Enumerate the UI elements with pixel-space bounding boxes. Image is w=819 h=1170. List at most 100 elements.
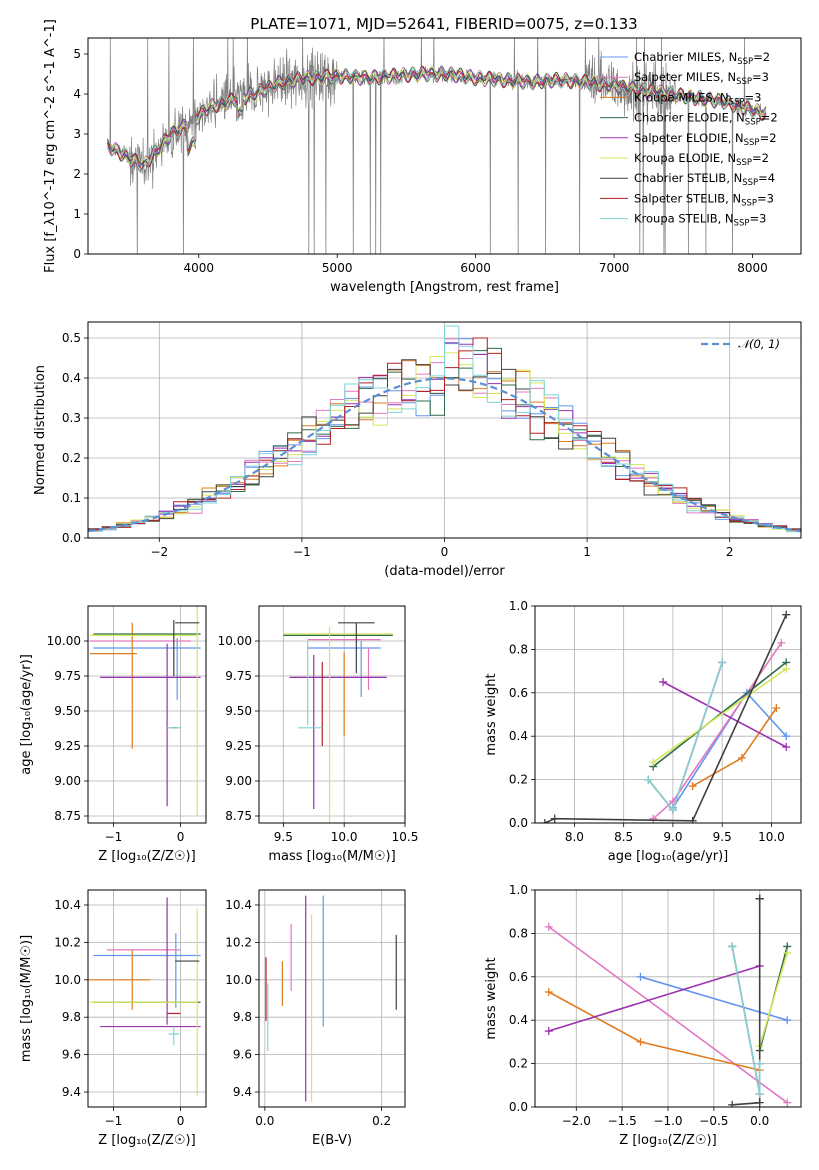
- x-axis-label: Z [log₁₀(Z/Z☉)]: [619, 1133, 716, 1148]
- plot-area: [265, 895, 397, 1102]
- grid: [535, 889, 801, 1108]
- panel-residuals: −2 −1 0 1 2 0.0 0.1 0.2 0.3 0.4 0.5 (data-model)/er…: [33, 321, 802, 579]
- x-tick-label: 8000: [737, 261, 768, 275]
- x-tick-label: 10.5: [392, 830, 419, 844]
- axes: 0.0 0.2 9.4 9.6 9.8 10.0 10.2 10.4 E(B-V): [225, 889, 406, 1148]
- plot-area: [540, 610, 791, 823]
- plot-area: [88, 897, 201, 1096]
- y-tick-label: 0.6: [509, 970, 528, 984]
- mass-weight-marker: [550, 814, 559, 823]
- mass-weight-marker: [782, 610, 791, 619]
- axes: −2.0 −1.5 −1.0 −0.5 0.0 0.0 0.2 0.4 0.6 0.8 1.0 Z […: [484, 883, 802, 1148]
- axes: 4000 5000 6000 7000 8000 0 1 2 3 4 5 wavelength [An…: [43, 19, 802, 295]
- legend: 𝒩(0, 1): [701, 337, 780, 351]
- x-tick-label: 9.5: [274, 830, 293, 844]
- legend-label: Salpeter ELODIE, NSSP=2: [634, 131, 777, 148]
- y-tick-label: 10.4: [54, 898, 81, 912]
- x-tick-label: 0.0: [255, 1114, 274, 1128]
- y-axis-label: mass weight: [484, 957, 499, 1039]
- panel-massweight_vs_age: 8.0 8.5 9.0 9.5 10.0 0.0 0.2 0.4 0.6 0.8 1.0 age [l…: [484, 599, 802, 864]
- axes: 8.0 8.5 9.0 9.5 10.0 0.0 0.2 0.4 0.6 0.8 1.0 age [l…: [484, 599, 802, 864]
- x-tick-label: 0: [177, 830, 185, 844]
- legend-label: Salpeter STELIB, NSSP=3: [634, 191, 774, 208]
- y-tick-label: 8.75: [54, 809, 81, 823]
- plot-area: [544, 894, 792, 1107]
- legend: Chabrier MILES, NSSP=2 Salpeter MILES, NS…: [600, 50, 778, 229]
- x-axis-label: E(B-V): [312, 1133, 352, 1148]
- x-tick-label: −1.0: [653, 1114, 682, 1128]
- y-axis-label: Normed distribution: [33, 365, 48, 495]
- mass-weight-marker: [755, 1089, 764, 1098]
- x-axis-label: Z [log₁₀(Z/Z☉)]: [98, 1133, 195, 1148]
- mass-weight-marker: [783, 1016, 792, 1025]
- y-tick-label: 1.0: [509, 883, 528, 897]
- y-tick-label: 9.4: [62, 1085, 81, 1099]
- mass-weight-marker: [728, 942, 737, 951]
- x-axis-label: (data-model)/error: [384, 564, 505, 579]
- y-tick-label: 10.4: [225, 898, 252, 912]
- mass-weight-marker: [718, 658, 727, 667]
- y-tick-label: 9.25: [54, 739, 81, 753]
- axes-frame: [534, 605, 802, 824]
- y-tick-label: 0.4: [509, 1013, 528, 1027]
- mass-weight-marker: [782, 664, 791, 673]
- grid: [259, 890, 405, 1107]
- spectrum-model-line: [106, 66, 767, 173]
- legend-label: Chabrier ELODIE, NSSP=2: [634, 111, 778, 128]
- y-tick-label: 0.4: [509, 729, 528, 743]
- x-tick-label: 9.5: [713, 830, 732, 844]
- x-tick-label: 4000: [183, 261, 214, 275]
- mass-weight-line: [652, 661, 787, 768]
- mass-weight-marker: [783, 948, 792, 957]
- axes-frame: [87, 889, 207, 1108]
- mass-weight-marker: [728, 1100, 737, 1107]
- axes: −1 0 9.4 9.6 9.8 10.0 10.2 10.4 Z [log₁₀(Z/Z☉)] m…: [19, 889, 207, 1148]
- y-tick-label: 9.6: [233, 1048, 252, 1062]
- y-tick-label: 9.25: [225, 739, 252, 753]
- y-tick-label: 9.8: [233, 1010, 252, 1024]
- y-tick-label: 0.0: [509, 1100, 528, 1114]
- y-tick-label: 0: [73, 247, 81, 261]
- legend-label: Kroupa STELIB, NSSP=3: [634, 212, 766, 229]
- x-tick-label: −2: [150, 545, 168, 559]
- panel-massweight_vs_Z: −2.0 −1.5 −1.0 −0.5 0.0 0.0 0.2 0.4 0.6 0.8 1.0 Z […: [484, 883, 802, 1148]
- mass-weight-marker: [540, 819, 549, 823]
- y-tick-label: 0.8: [509, 642, 528, 656]
- axes-frame: [87, 321, 802, 539]
- y-tick-label: 5: [73, 47, 81, 61]
- y-tick-label: 0.2: [509, 773, 528, 787]
- mass-weight-line: [652, 668, 787, 763]
- grid: [88, 890, 206, 1107]
- y-tick-label: 9.75: [225, 669, 252, 683]
- mass-weight-marker: [544, 987, 553, 996]
- y-tick-label: 0.3: [62, 411, 81, 425]
- mass-weight-marker: [644, 775, 653, 784]
- y-tick-label: 2: [73, 167, 81, 181]
- x-tick-label: 7000: [599, 261, 630, 275]
- panel-age_vs_mass: 9.5 10.0 10.5 8.75 9.00 9.25 9.50 9.75 10.00 mass…: [218, 605, 419, 864]
- mass-weight-marker: [755, 894, 764, 903]
- spectrum-model-line: [106, 67, 767, 166]
- y-tick-label: 1.0: [509, 599, 528, 613]
- y-axis-label: age [log₁₀(age/yr)]: [19, 654, 34, 775]
- axes-frame: [534, 889, 802, 1108]
- mass-weight-line: [662, 681, 787, 748]
- x-tick-label: 0.0: [750, 1114, 769, 1128]
- mass-weight-marker: [783, 1098, 792, 1107]
- y-tick-label: 0.4: [62, 371, 81, 385]
- y-tick-label: 0.2: [62, 451, 81, 465]
- figure-title: PLATE=1071, MJD=52641, FIBERID=0075, z=0…: [250, 15, 637, 33]
- legend-label: 𝒩(0, 1): [738, 337, 780, 351]
- panel-mass_vs_Z: −1 0 9.4 9.6 9.8 10.0 10.2 10.4 Z [log₁₀(Z/Z☉)] m…: [19, 889, 207, 1148]
- normal-curve: [88, 377, 801, 533]
- mass-weight-line: [548, 965, 760, 1032]
- plot-area: [106, 38, 767, 254]
- axes: −2 −1 0 1 2 0.0 0.1 0.2 0.3 0.4 0.5 (data-model)/er…: [33, 321, 802, 579]
- mass-weight-line: [640, 976, 788, 1021]
- x-tick-label: 10.0: [758, 830, 785, 844]
- y-axis-label: mass [log₁₀(M/M☉)]: [19, 935, 34, 1062]
- y-tick-label: 0.0: [509, 816, 528, 830]
- y-axis-label: Flux [f_λ10^-17 erg cm^-2 s^-1 A^-1]: [43, 19, 58, 273]
- y-tick-label: 0.6: [509, 686, 528, 700]
- plot-area: [90, 606, 201, 816]
